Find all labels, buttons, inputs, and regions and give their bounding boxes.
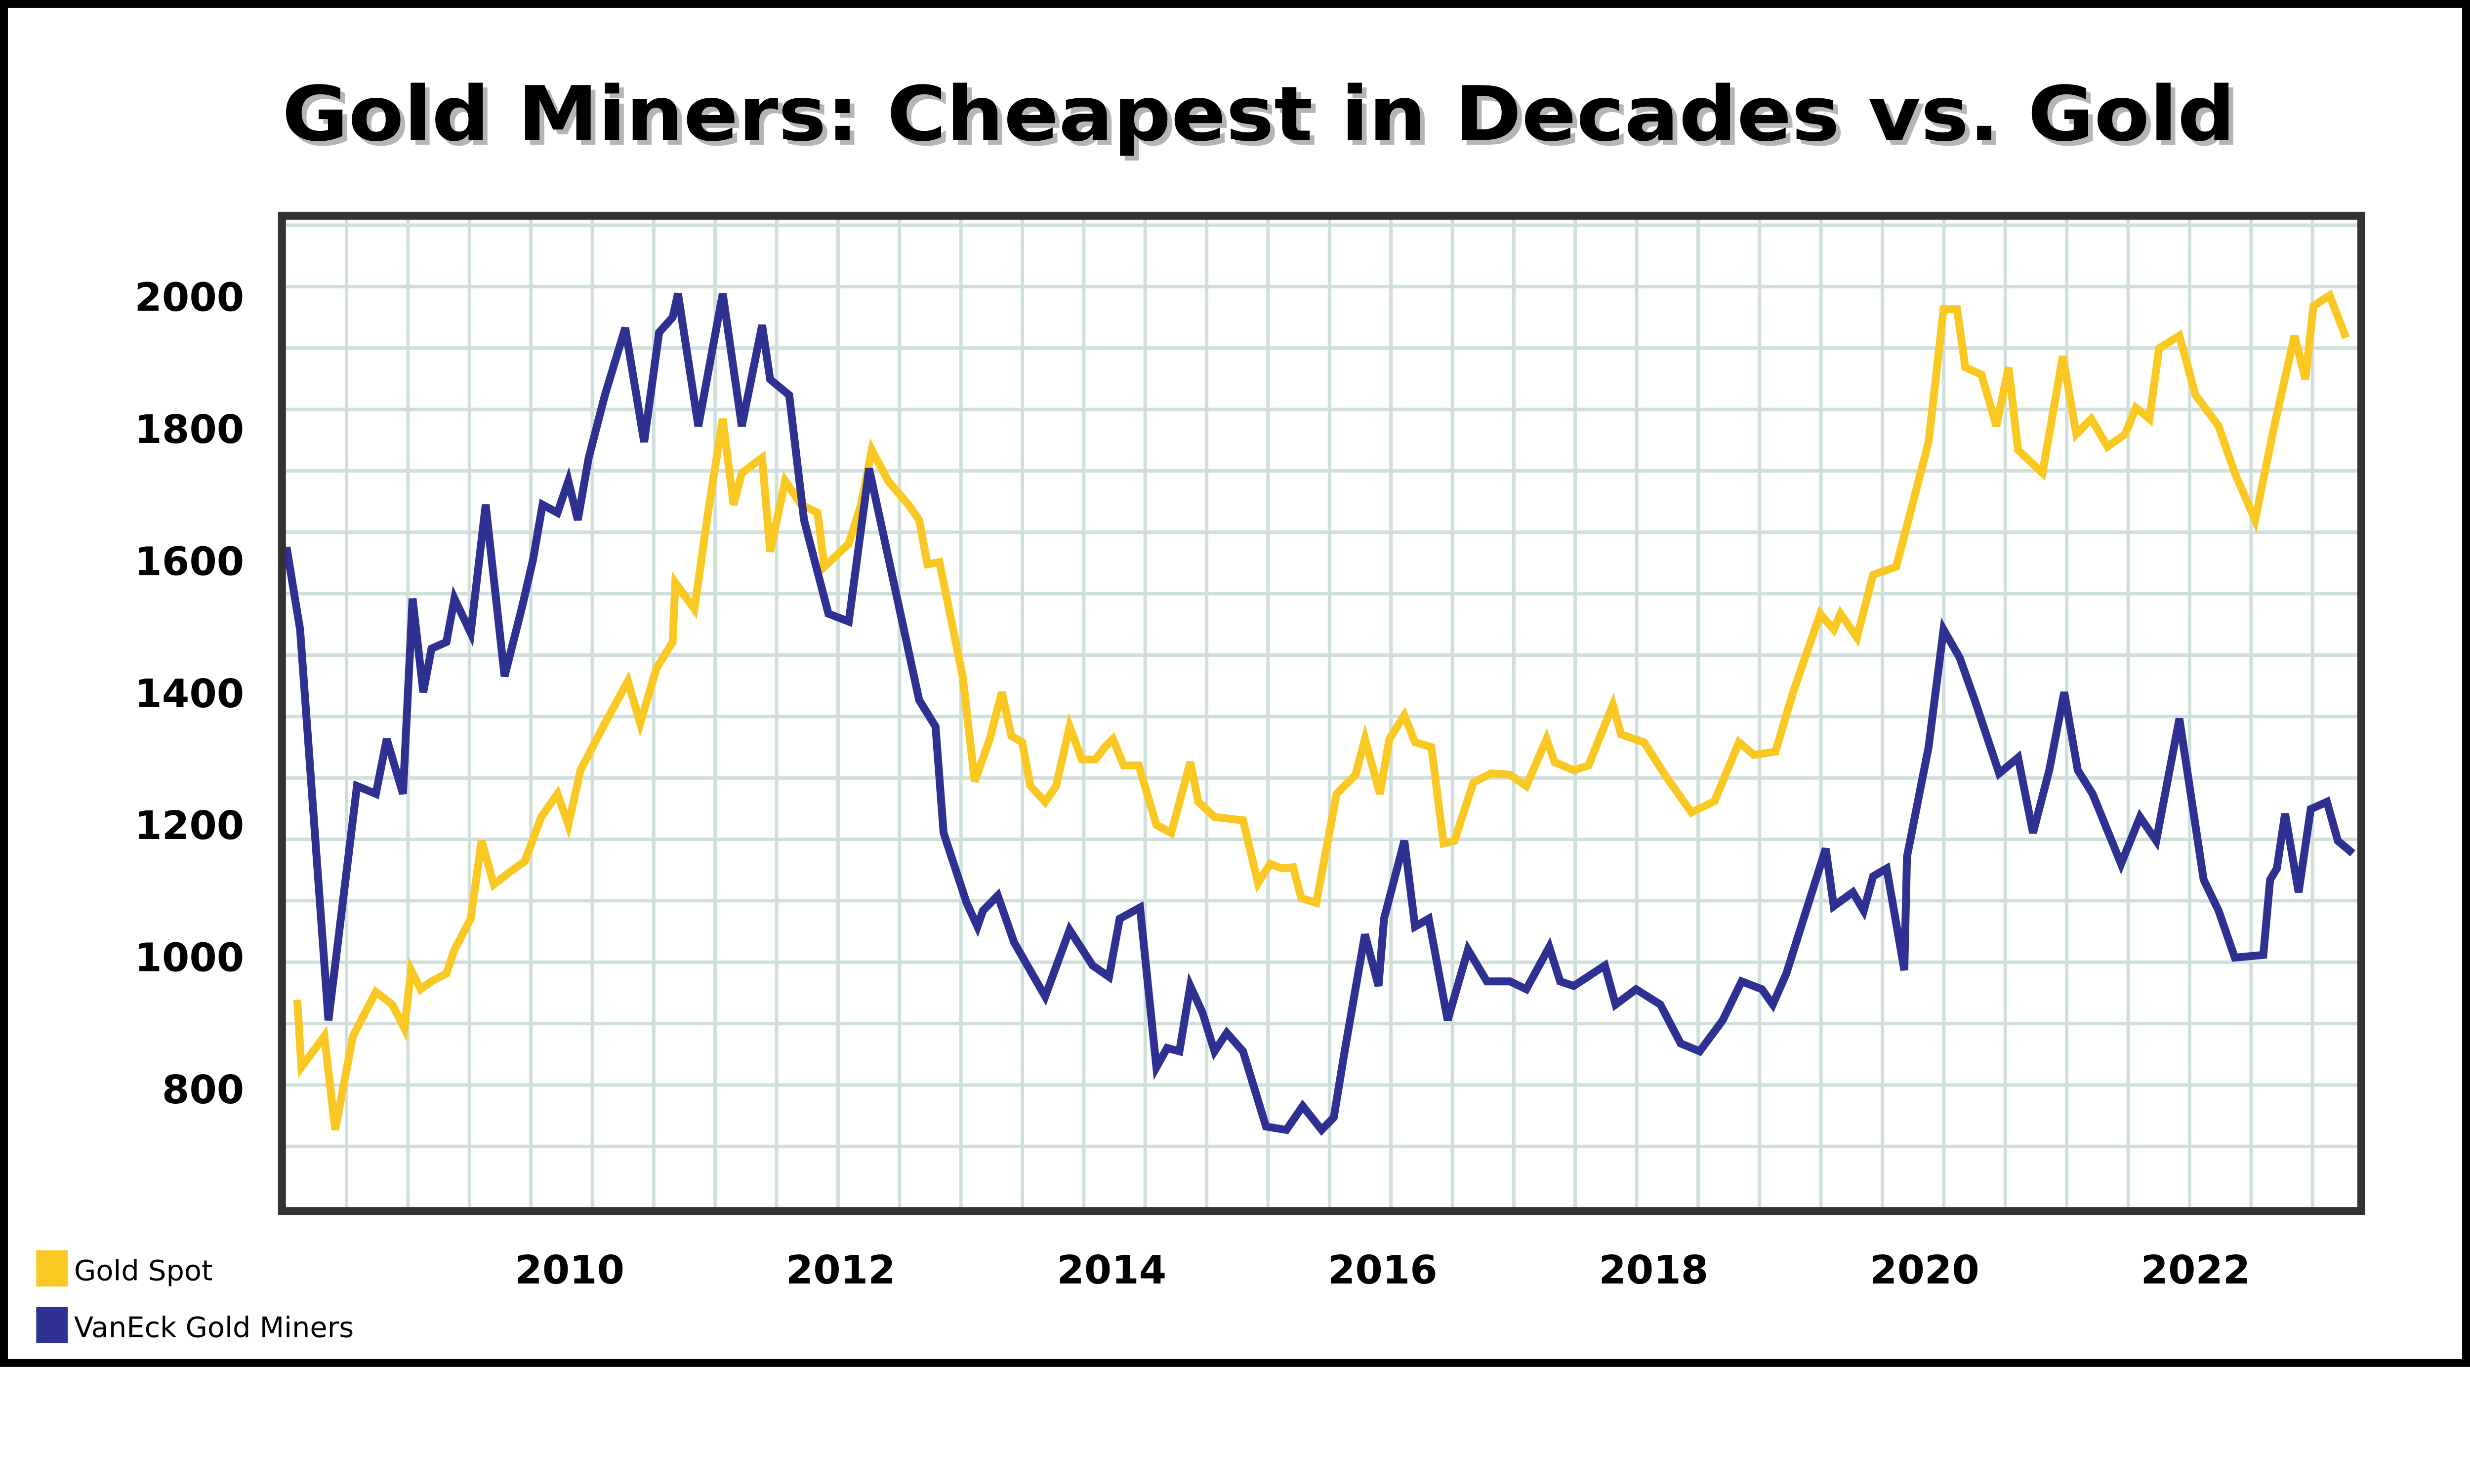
legend-swatch-gold-spot (36, 1250, 68, 1287)
x-tick-label: 2022 (2141, 1247, 2251, 1293)
x-tick-label: 2018 (1599, 1247, 1708, 1293)
series-line-gold-spot (293, 289, 2350, 1131)
x-tick-label: 2010 (515, 1247, 624, 1293)
x-tick-label: 2012 (786, 1247, 896, 1293)
plot-frame (278, 211, 2365, 1215)
series-lines (283, 289, 2355, 1136)
y-tick-label: 1000 (134, 934, 244, 980)
y-axis: 800 1000 1200 1400 1600 1800 2000 (134, 275, 244, 1113)
chart: Gold Miners: Cheapest in Decades vs. Gol… (0, 0, 2470, 1367)
y-tick-label: 1800 (134, 406, 244, 452)
y-tick-label: 1400 (134, 671, 244, 717)
legend-label-gold-spot: Gold Spot (74, 1254, 213, 1287)
y-tick-label: 1600 (134, 538, 244, 584)
x-tick-label: 2014 (1057, 1247, 1166, 1293)
series-line-vaneck-gold-miners (283, 292, 2355, 1136)
legend: Gold Spot VanEck Gold Miners (36, 1250, 354, 1344)
legend-label-vaneck-gold-miners: VanEck Gold Miners (74, 1311, 354, 1344)
y-tick-label: 1200 (134, 802, 244, 848)
y-tick-label: 800 (162, 1067, 244, 1113)
outer-border (0, 0, 2470, 1367)
chart-title: Gold Miners: Cheapest in Decades vs. Gol… (282, 71, 2235, 159)
x-tick-label: 2020 (1870, 1247, 1979, 1293)
x-axis: 2010 2012 2014 2016 2018 2020 2022 (515, 1247, 2250, 1293)
x-tick-label: 2016 (1328, 1247, 1438, 1293)
legend-swatch-vaneck-gold-miners (36, 1307, 68, 1344)
y-tick-label: 2000 (134, 275, 244, 321)
